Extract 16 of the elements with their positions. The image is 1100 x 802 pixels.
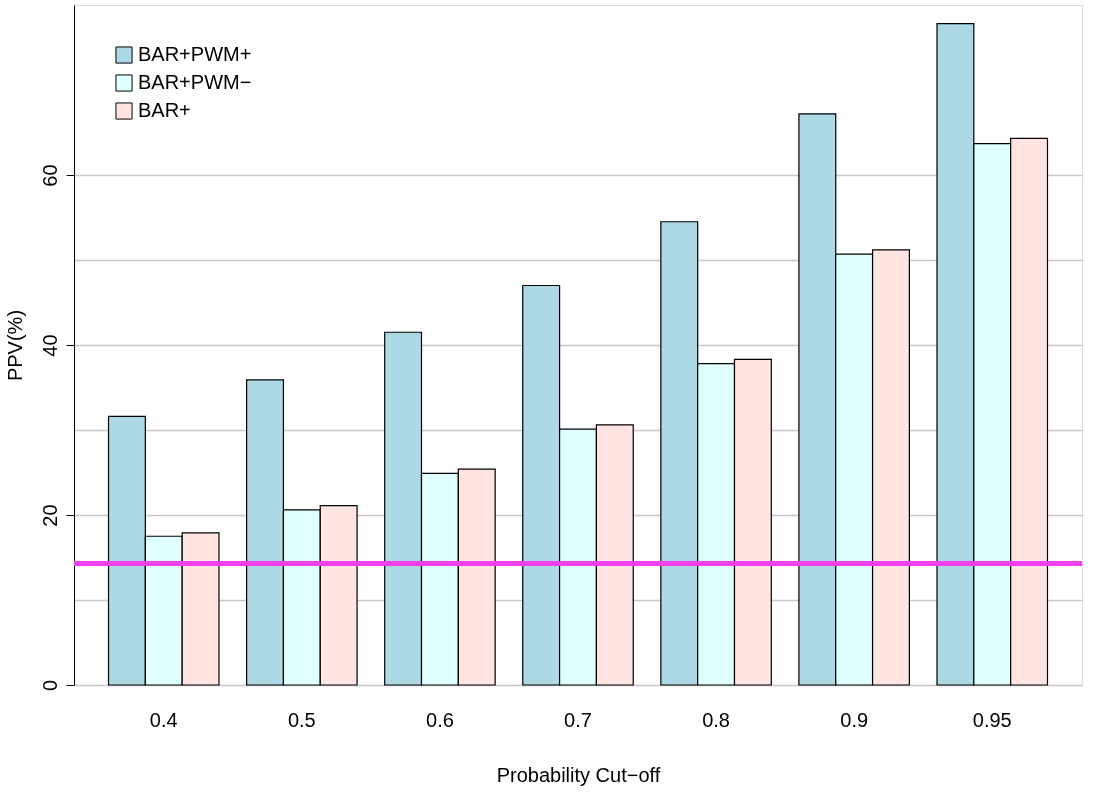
x-tick-label: 0.8 (702, 708, 730, 731)
x-tick-label: 0.6 (426, 708, 454, 731)
x-tick-label: 0.7 (564, 708, 592, 731)
y-tick-label: 60 (38, 164, 61, 187)
x-tick-label: 0.5 (287, 708, 316, 731)
y-axis-title: PPV(%) (3, 309, 26, 382)
y-tick-label: 0 (38, 679, 61, 692)
x-axis-title: Probability Cut−off (496, 763, 661, 786)
y-tick-label: 40 (38, 334, 61, 357)
x-tick-label: 0.9 (840, 708, 869, 731)
legend-label: BAR+PWM+ (138, 43, 252, 65)
legend-label: BAR+PWM− (138, 71, 252, 93)
x-tick-label: 0.95 (972, 708, 1012, 731)
x-tick-label: 0.4 (149, 708, 178, 731)
y-tick-label: 20 (38, 504, 61, 527)
legend-label: BAR+ (138, 99, 191, 121)
